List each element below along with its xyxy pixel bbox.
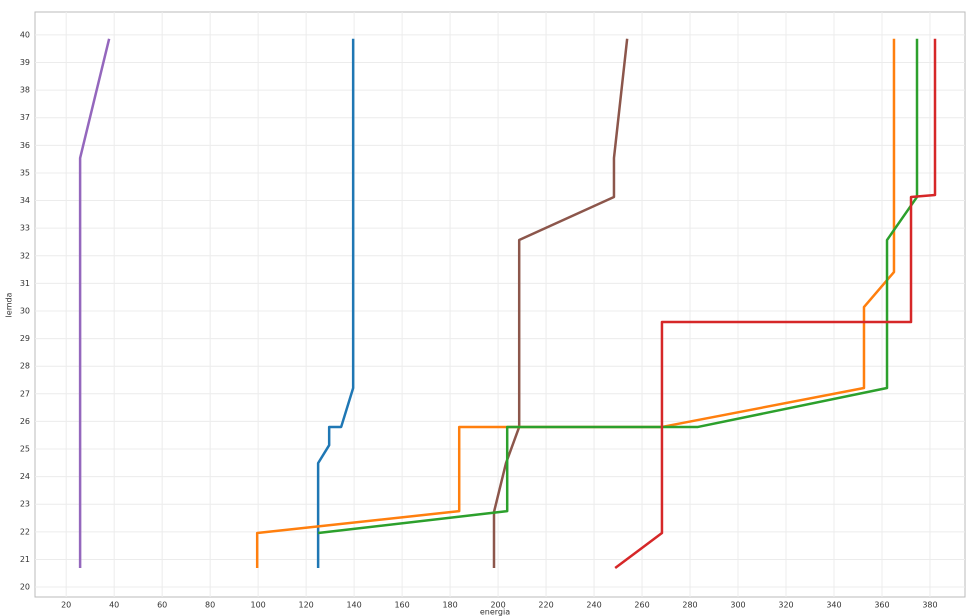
y-tick-label: 37 — [20, 113, 30, 122]
x-tick-label: 380 — [922, 601, 937, 610]
y-tick-label: 20 — [20, 583, 30, 592]
x-tick-label: 300 — [730, 601, 745, 610]
line-series — [317, 38, 919, 535]
y-tick-label: 25 — [20, 445, 30, 454]
y-tick-label: 27 — [20, 389, 30, 398]
x-tick-label: 60 — [157, 601, 167, 610]
x-tick-label: 340 — [826, 601, 841, 610]
x-tick-label: 20 — [61, 601, 71, 610]
y-tick-label: 36 — [20, 141, 30, 150]
line-series — [316, 38, 355, 569]
y-tick-label: 30 — [20, 306, 30, 315]
y-tick-label: 35 — [20, 168, 30, 177]
line-series — [492, 38, 629, 569]
y-tick-label: 23 — [20, 500, 30, 509]
x-tick-label: 240 — [586, 601, 601, 610]
y-tick-label: 38 — [20, 86, 30, 95]
y-tick-label: 28 — [20, 362, 30, 371]
x-tick-label: 200 — [490, 601, 505, 610]
x-tick-label: 280 — [682, 601, 697, 610]
y-tick-label: 33 — [20, 224, 30, 233]
line-series — [614, 38, 937, 570]
x-tick-label: 100 — [251, 601, 266, 610]
x-tick-label: 160 — [394, 601, 409, 610]
x-axis-label: energia — [480, 608, 510, 616]
x-tick-label: 220 — [538, 601, 553, 610]
y-tick-label: 21 — [20, 555, 30, 564]
x-tick-label: 260 — [634, 601, 649, 610]
plot-frame — [34, 11, 966, 598]
y-tick-label: 40 — [20, 30, 30, 39]
y-tick-label: 29 — [20, 334, 30, 343]
x-tick-label: 180 — [442, 601, 457, 610]
y-tick-label: 26 — [20, 417, 30, 426]
y-tick-label: 22 — [20, 527, 30, 536]
x-tick-label: 360 — [874, 601, 889, 610]
x-tick-label: 320 — [778, 601, 793, 610]
y-tick-label: 39 — [20, 58, 30, 67]
y-tick-label: 24 — [20, 472, 30, 481]
x-tick-label: 40 — [109, 601, 119, 610]
line-series — [78, 38, 111, 569]
y-axis-label: lemda — [5, 292, 14, 317]
x-tick-label: 140 — [346, 601, 361, 610]
x-tick-label: 120 — [298, 601, 313, 610]
y-tick-label: 34 — [20, 196, 30, 205]
x-tick-label: 80 — [205, 601, 215, 610]
y-tick-label: 31 — [20, 279, 30, 288]
y-tick-label: 32 — [20, 251, 30, 260]
